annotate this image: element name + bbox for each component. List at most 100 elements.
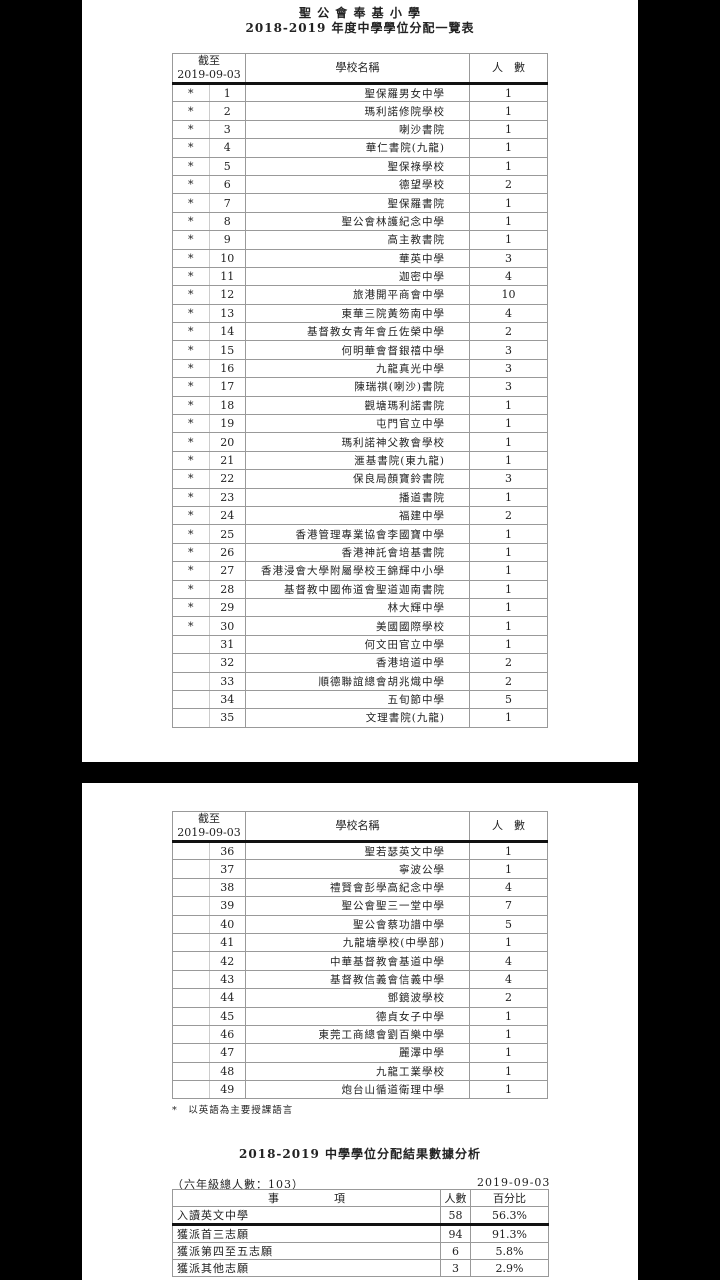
- table-row: * 12 旅港開平商會中學 10: [172, 285, 548, 305]
- star-marker: *: [172, 377, 210, 397]
- star-marker: *: [172, 505, 210, 526]
- summary-row: 獲派首三志願 94 91.3%: [172, 1224, 549, 1243]
- student-count: 1: [469, 1043, 548, 1063]
- table-row: * 8 聖公會林護紀念中學 1: [172, 211, 548, 232]
- row-number: 6: [208, 174, 246, 195]
- star-marker: [172, 1080, 210, 1100]
- student-count: 1: [469, 119, 548, 140]
- student-count: 1: [469, 932, 548, 953]
- table-row: 33 順德聯誼總會胡兆熾中學 2: [172, 671, 548, 691]
- table-row: 41 九龍塘學校(中學部) 1: [172, 932, 548, 953]
- table-row: * 6 德望學校 2: [172, 174, 548, 195]
- pct-header: 百分比: [470, 1189, 549, 1207]
- row-number: 18: [208, 395, 246, 416]
- row-number: 28: [208, 579, 246, 599]
- row-number: 23: [208, 487, 246, 507]
- row-number: 31: [208, 634, 246, 655]
- star-marker: [172, 708, 210, 728]
- student-count: 3: [469, 469, 548, 489]
- school-name: 香港浸會大學附屬學校王錦輝中小學: [245, 561, 470, 581]
- table-row: * 26 香港神託會培基書院 1: [172, 542, 548, 563]
- table-row: 44 鄧鏡波學校 2: [172, 988, 548, 1008]
- school-name: 寧波公學: [245, 859, 470, 879]
- row-number: 43: [208, 969, 246, 990]
- summary-row: 獲派其他志願 3 2.9%: [172, 1259, 549, 1277]
- summary-count: 6: [440, 1242, 471, 1260]
- summary-item: 獲派第四至五志願: [172, 1242, 441, 1260]
- table-row: 39 聖公會聖三一堂中學 7: [172, 896, 548, 916]
- star-marker: *: [172, 597, 210, 618]
- table-row: 36 聖若瑟英文中學 1: [172, 840, 548, 861]
- star-marker: [172, 951, 210, 971]
- as-of-label: 截至: [198, 812, 220, 826]
- school-name: 滙基書院(東九龍): [245, 450, 470, 471]
- school-name: 基督教信義會信義中學: [245, 969, 470, 990]
- star-marker: [172, 988, 210, 1008]
- summary-date: 2019-09-03: [477, 1176, 551, 1189]
- table-row: 42 中華基督教會基道中學 4: [172, 951, 548, 971]
- table-row: * 14 基督教女青年會丘佐榮中學 2: [172, 322, 548, 342]
- row-number: 44: [208, 988, 246, 1008]
- row-number: 10: [208, 248, 246, 268]
- school-name: 基督教中國佈道會聖道迦南書院: [245, 579, 470, 599]
- school-name: 鄧鏡波學校: [245, 988, 470, 1008]
- row-number: 17: [208, 377, 246, 397]
- star-marker: *: [172, 174, 210, 195]
- student-count: 1: [469, 524, 548, 544]
- summary-pct: 2.9%: [470, 1259, 549, 1277]
- school-name: 麗澤中學: [245, 1043, 470, 1063]
- star-marker: [172, 840, 210, 861]
- star-marker: *: [172, 156, 210, 176]
- as-of-label: 截至: [198, 54, 220, 68]
- table-row: * 24 福建中學 2: [172, 505, 548, 526]
- row-number: 33: [208, 671, 246, 691]
- school-name: 順德聯誼總會胡兆熾中學: [245, 671, 470, 691]
- table-row: * 29 林大輝中學 1: [172, 597, 548, 618]
- star-marker: *: [172, 395, 210, 416]
- table-row: * 18 觀塘瑪利諾書院 1: [172, 395, 548, 416]
- summary-item: 獲派首三志願: [172, 1224, 441, 1243]
- star-marker: [172, 877, 210, 898]
- star-marker: *: [172, 138, 210, 158]
- page-title: 2018-2019 年度中學學位分配一覽表: [245, 21, 475, 35]
- summary-pct: 5.8%: [470, 1242, 549, 1260]
- star-marker: [172, 914, 210, 934]
- student-count: 1: [469, 579, 548, 599]
- star-marker: [172, 671, 210, 691]
- school-name: 炮台山循道衛理中學: [245, 1080, 470, 1100]
- summary-pct: 91.3%: [470, 1224, 549, 1243]
- table-row: 34 五旬節中學 5: [172, 689, 548, 710]
- star-marker: *: [172, 432, 210, 452]
- student-count: 1: [469, 395, 548, 416]
- row-number: 25: [208, 524, 246, 544]
- row-number: 41: [208, 932, 246, 953]
- star-marker: [172, 1061, 210, 1082]
- school-name: 華英中學: [245, 248, 470, 268]
- student-count: 1: [469, 1006, 548, 1026]
- student-count: 1: [469, 1024, 548, 1045]
- school-name: 播道書院: [245, 487, 470, 507]
- student-count: 2: [469, 988, 548, 1008]
- student-count: 3: [469, 248, 548, 268]
- school-name: 瑪利諾神父教會學校: [245, 432, 470, 452]
- row-number: 16: [208, 358, 246, 379]
- row-number: 2: [208, 101, 246, 121]
- student-count: 1: [469, 616, 548, 636]
- row-number: 39: [208, 896, 246, 916]
- school-name: 聖公會林護紀念中學: [245, 211, 470, 232]
- school-name: 聖保羅書院: [245, 193, 470, 213]
- star-marker: [172, 896, 210, 916]
- school-name: 香港神託會培基書院: [245, 542, 470, 563]
- student-count: 1: [469, 561, 548, 581]
- star-marker: *: [172, 450, 210, 471]
- student-count: 1: [469, 432, 548, 452]
- student-count: 3: [469, 340, 548, 360]
- school-name: 香港培道中學: [245, 653, 470, 673]
- school-name: 九龍塘學校(中學部): [245, 932, 470, 953]
- table-row: * 19 屯門官立中學 1: [172, 414, 548, 434]
- student-count: 4: [469, 969, 548, 990]
- summary-row: 入讀英文中學 58 56.3%: [172, 1206, 549, 1225]
- star-marker: *: [172, 542, 210, 563]
- table-row: 37 寧波公學 1: [172, 859, 548, 879]
- star-marker: *: [172, 303, 210, 324]
